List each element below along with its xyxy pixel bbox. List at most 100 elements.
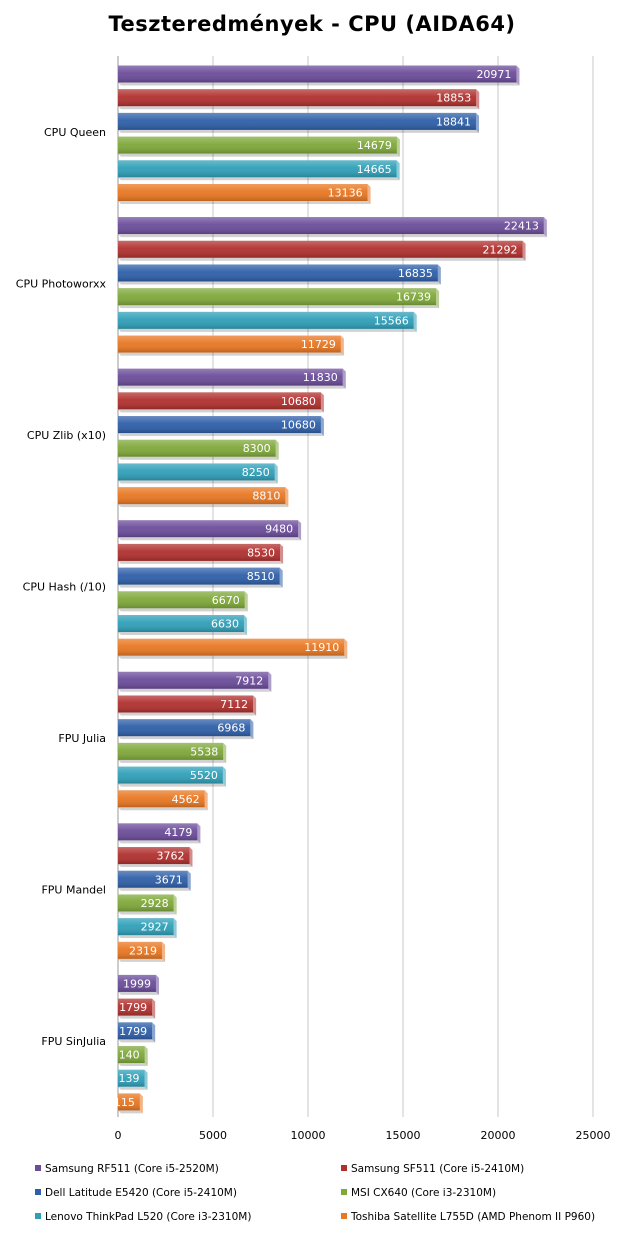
bar-highlight: [118, 823, 198, 841]
bar-value-label: 22413: [504, 220, 539, 233]
bar-side-face: [189, 847, 193, 868]
bar-highlight: [118, 65, 517, 83]
bar-shadow-face: [118, 1086, 148, 1090]
bar-value-label: 14665: [357, 163, 392, 176]
bar-fpu-mandel-4: 2928: [118, 894, 177, 915]
x-tick-label: 20000: [481, 1129, 516, 1142]
bar-highlight: [118, 1046, 145, 1064]
bar-value-label: 139: [119, 1072, 140, 1085]
bar-value-label: 11830: [303, 371, 338, 384]
bar-side-face: [437, 264, 441, 285]
bar-side-face: [155, 974, 159, 995]
bar-value-label: 115: [114, 1096, 135, 1109]
legend-item-2: Samsung SF511 (Core i5-2410M): [341, 1163, 524, 1175]
bar-side-face: [280, 543, 284, 564]
bar-highlight: [118, 240, 523, 258]
bar-cpu-zlib-x10-4: 8300: [118, 439, 279, 460]
bar-highlight: [118, 974, 156, 992]
bar-value-label: 10680: [281, 395, 316, 408]
bar-fpu-sinjulia-5: 139: [118, 1069, 148, 1090]
bar-shadow-face: [118, 82, 520, 86]
bar-value-label: 1799: [119, 1025, 147, 1038]
bar-value-label: 6670: [212, 594, 240, 607]
bar-shadow-face: [118, 409, 324, 413]
bar-shadow-face: [118, 433, 324, 437]
bar-cpu-hash-10-2: 8530: [118, 543, 284, 564]
bar-highlight: [118, 894, 174, 912]
bar-highlight: [118, 766, 223, 784]
bar-fpu-julia-2: 7112: [118, 695, 257, 716]
bar-side-face: [342, 368, 346, 389]
bar-highlight: [118, 112, 476, 130]
bar-value-label: 4562: [172, 793, 200, 806]
bar-fpu-julia-5: 5520: [118, 766, 226, 787]
category-label: FPU SinJulia: [41, 1035, 106, 1048]
x-tick-label: 25000: [576, 1129, 611, 1142]
bar-fpu-mandel-3: 3671: [118, 870, 191, 891]
legend-swatch: [341, 1165, 347, 1171]
bar-side-face: [223, 742, 227, 763]
bar-side-face: [162, 941, 166, 962]
bar-side-face: [274, 463, 278, 484]
bar-shadow-face: [118, 759, 227, 763]
bar-fpu-julia-6: 4562: [118, 790, 208, 811]
bar-shadow-face: [118, 712, 257, 716]
bar-shadow-face: [118, 958, 166, 962]
bar-shadow-face: [118, 234, 547, 238]
bar-value-label: 2927: [141, 921, 169, 934]
bar-side-face: [187, 870, 191, 891]
bar-shadow-face: [118, 385, 346, 389]
bar-highlight: [118, 790, 205, 808]
legend-item-1: Samsung RF511 (Core i5-2520M): [35, 1163, 219, 1175]
bar-cpu-hash-10-1: 9480: [118, 520, 302, 541]
bar-highlight: [118, 638, 345, 656]
bar-shadow-face: [118, 1015, 156, 1019]
bar-value-label: 16739: [396, 291, 431, 304]
bar-cpu-zlib-x10-1: 11830: [118, 368, 346, 389]
bar-value-label: 8300: [243, 442, 271, 455]
bar-shadow-face: [118, 153, 400, 157]
bar-cpu-hash-10-3: 8510: [118, 567, 283, 588]
legend-swatch: [341, 1189, 347, 1195]
x-tick-label: 15000: [386, 1129, 421, 1142]
bar-shadow-face: [118, 736, 254, 740]
bar-side-face: [396, 136, 400, 157]
bar-cpu-queen-6: 13136: [118, 184, 371, 204]
bar-highlight: [118, 311, 414, 329]
bar-value-label: 21292: [483, 243, 518, 256]
category-label: CPU Zlib (x10): [27, 429, 106, 442]
bar-side-face: [320, 416, 324, 437]
bar-highlight: [118, 1022, 153, 1040]
bar-cpu-zlib-x10-3: 10680: [118, 416, 324, 437]
bar-fpu-julia-3: 6968: [118, 719, 254, 740]
bar-value-label: 5538: [190, 745, 218, 758]
bar-value-label: 3671: [155, 873, 183, 886]
bar-side-face: [413, 311, 417, 332]
bar-value-label: 18853: [436, 92, 471, 105]
legend-label: Toshiba Satellite L755D (AMD Phenom II P…: [350, 1211, 595, 1223]
bar-value-label: 18841: [436, 115, 471, 128]
bar-highlight: [118, 288, 437, 306]
bar-highlight: [118, 870, 188, 888]
category-label: FPU Julia: [58, 732, 106, 745]
bar-side-face: [244, 591, 248, 612]
bar-highlight: [118, 742, 224, 760]
chart-title: Teszteredmények - CPU (AIDA64): [108, 12, 515, 36]
bar-side-face: [516, 65, 520, 86]
bar-value-label: 1999: [123, 977, 151, 990]
bar-highlight: [118, 392, 321, 410]
bar-value-label: 13136: [328, 187, 363, 200]
legend-label: Lenovo ThinkPad L520 (Core i3-2310M): [45, 1211, 251, 1223]
bar-value-label: 140: [119, 1049, 140, 1062]
bar-fpu-sinjulia-4: 140: [118, 1046, 148, 1067]
bar-value-label: 20971: [476, 68, 511, 81]
bar-highlight: [118, 439, 276, 457]
bar-shadow-face: [118, 201, 371, 204]
bar-value-label: 5520: [190, 769, 218, 782]
bar-shadow-face: [118, 632, 247, 636]
bar-highlight: [118, 487, 286, 505]
bar-shadow-face: [118, 328, 417, 332]
bar-value-label: 3762: [156, 850, 184, 863]
bar-value-label: 1799: [119, 1001, 147, 1014]
